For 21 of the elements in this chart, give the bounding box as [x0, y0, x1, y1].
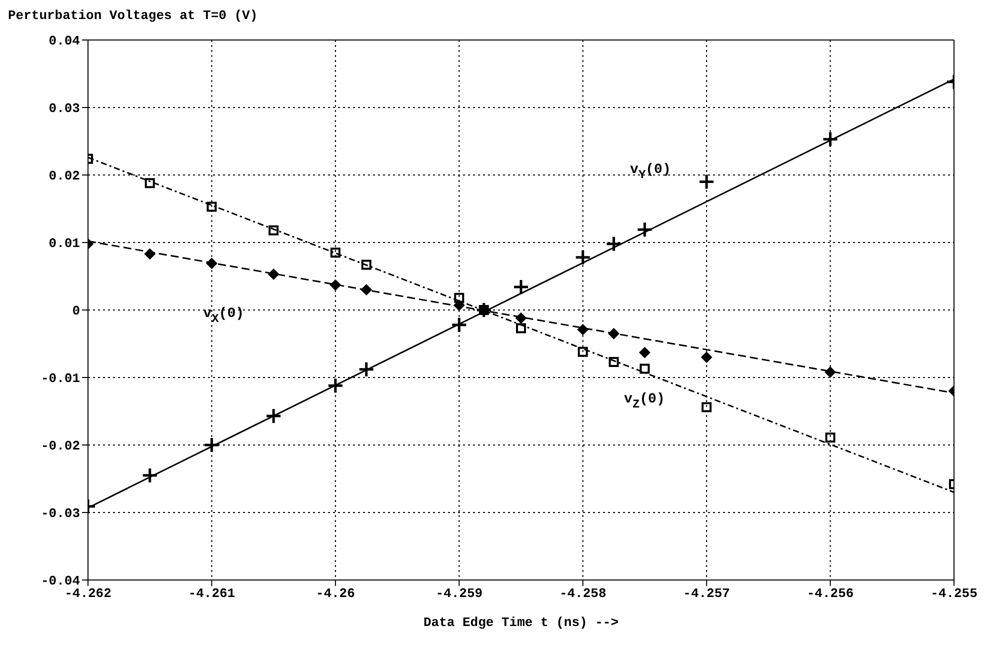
series-label: v$_{Z}$(0) [624, 392, 665, 412]
y-tick-label: 0.02 [48, 168, 80, 184]
x-tick-label: -4.259 [436, 586, 483, 602]
x-tick-label: -4.26 [316, 586, 356, 602]
x-tick-label: -4.256 [806, 586, 854, 602]
x-tick-label: -4.258 [559, 586, 606, 602]
y-tick-label: 0 [72, 304, 80, 319]
y-tick-label: 0.01 [48, 236, 80, 252]
y-tick-label: 0.04 [48, 34, 80, 49]
y-tick-label: -0.02 [40, 438, 80, 454]
text: v$_{Y}$(0) [630, 162, 671, 182]
x-tick-label: -4.257 [683, 586, 730, 602]
y-tick-label: -0.03 [40, 506, 80, 522]
x-tick-label: -4.262 [64, 586, 112, 602]
y-axis-title: Perturbation Voltages at T=0 (V) [8, 8, 259, 25]
y-tick-label: -0.04 [40, 574, 80, 589]
x-tick-label: -4.261 [188, 586, 236, 602]
x-tick-label: -4.255 [930, 586, 978, 602]
y-tick-label: -0.01 [40, 371, 80, 386]
x-axis-title: Data Edge Time t (ns) --> [423, 615, 619, 630]
y-tick-label: 0.03 [48, 101, 80, 116]
